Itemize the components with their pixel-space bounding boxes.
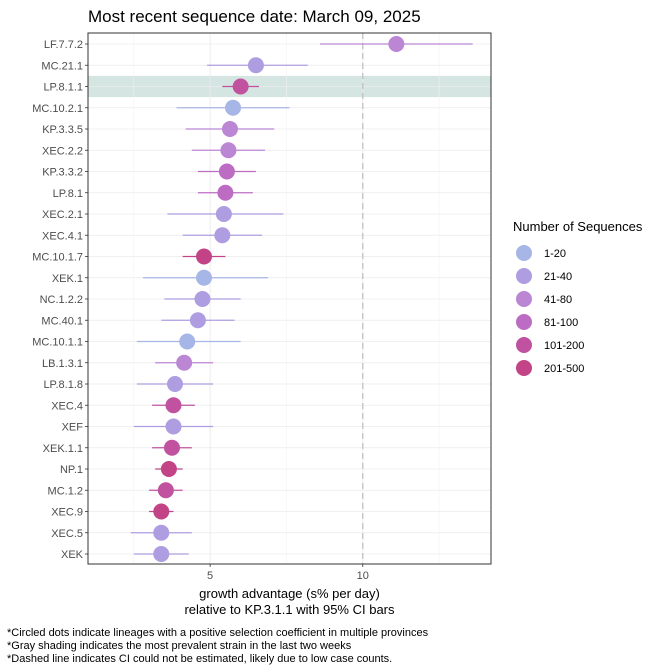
- y-tick-label: LP.8.1.1: [43, 82, 83, 94]
- data-point: [189, 312, 206, 329]
- y-tick-label: NC.1.2.2: [40, 294, 83, 306]
- data-point: [247, 57, 264, 74]
- y-tick-label: XEC.2.1: [42, 209, 83, 221]
- y-tick-label: XEC.2.2: [42, 145, 83, 157]
- legend-label: 21-40: [544, 271, 572, 283]
- data-point: [153, 546, 170, 562]
- x-tick-label: 10: [357, 570, 369, 582]
- data-point: [217, 184, 234, 201]
- data-point: [221, 121, 238, 137]
- plot-panel-border: [87, 32, 492, 565]
- data-point: [163, 439, 180, 456]
- y-axis: LF.7.7.2 MC.21.1 LP.8.1.1 MC.10.2.1 KP.3.3.5…: [32, 39, 88, 561]
- data-point: [167, 376, 184, 392]
- legend-label: 101-200: [544, 340, 584, 352]
- data-point: [153, 524, 170, 541]
- y-tick-label: MC.40.1: [41, 315, 83, 327]
- y-tick-label: LF.7.7.2: [44, 39, 83, 51]
- points-layer: [153, 36, 405, 562]
- chart-title: Most recent sequence date: March 09, 202…: [88, 7, 421, 26]
- data-point: [214, 227, 231, 244]
- legend-swatch: [516, 337, 532, 353]
- legend-label: 81-100: [544, 317, 578, 329]
- x-axis-label-line2: relative to KP.3.1.1 with 95% CI bars: [184, 602, 395, 617]
- y-tick-label: XEC.9: [51, 507, 83, 519]
- data-point: [160, 461, 177, 477]
- y-tick-label: LP.8.1.8: [43, 379, 83, 391]
- y-tick-label: XEK: [61, 549, 84, 561]
- y-tick-label: KP.3.3.5: [42, 124, 83, 136]
- legend-label: 1-20: [544, 248, 566, 260]
- legend-swatch: [516, 291, 532, 307]
- data-point: [388, 36, 405, 52]
- y-tick-label: LP.8.1: [53, 188, 83, 200]
- legend-swatch: [516, 268, 532, 284]
- y-tick-label: LB.1.3.1: [42, 358, 83, 370]
- x-tick-label: 5: [207, 570, 213, 582]
- data-point: [196, 248, 213, 265]
- footnote-1: *Circled dots indicate lineages with a p…: [7, 627, 429, 639]
- data-point: [157, 482, 174, 499]
- legend-label: 41-80: [544, 294, 572, 306]
- legend-swatch: [516, 314, 532, 330]
- y-tick-label: MC.21.1: [41, 60, 83, 72]
- data-point: [176, 354, 193, 371]
- y-tick-label: KP.3.3.2: [42, 167, 83, 179]
- legend-swatch: [516, 245, 532, 261]
- data-point: [165, 397, 182, 414]
- y-tick-label: XEF: [62, 422, 84, 434]
- data-point: [218, 163, 235, 180]
- legend-swatch: [516, 360, 532, 376]
- data-point: [165, 418, 182, 435]
- y-tick-label: XEK.1: [52, 273, 83, 285]
- y-tick-label: MC.10.2.1: [32, 103, 83, 115]
- y-tick-label: XEC.4: [51, 400, 83, 412]
- x-axis-label-line1: growth advantage (s% per day): [199, 586, 380, 601]
- x-axis: 5 10: [207, 564, 369, 582]
- y-tick-label: MC.10.1.1: [32, 337, 83, 349]
- y-tick-label: MC.10.1.7: [32, 252, 83, 264]
- y-tick-label: NP.1: [60, 464, 83, 476]
- data-point: [225, 99, 242, 116]
- data-point: [220, 142, 237, 159]
- y-tick-label: XEK.1.1: [43, 443, 83, 455]
- data-point: [179, 333, 196, 350]
- footnote-2: *Gray shading indicates the most prevale…: [7, 640, 352, 652]
- legend: 1-20 21-40 41-80 81-100 101-200 201-500: [516, 245, 584, 376]
- data-point: [196, 269, 213, 286]
- y-tick-label: MC.1.2: [48, 485, 83, 497]
- y-tick-label: XEC.5: [51, 528, 83, 540]
- legend-title: Number of Sequences: [513, 219, 643, 234]
- footnote-3: *Dashed line indicates CI could not be e…: [7, 653, 392, 665]
- plot-panel-background: [88, 33, 491, 564]
- data-point: [194, 291, 211, 307]
- y-tick-label: XEC.4.1: [42, 230, 83, 242]
- data-point: [153, 503, 170, 520]
- data-point: [215, 206, 232, 222]
- data-point: [232, 78, 249, 95]
- legend-label: 201-500: [544, 363, 584, 375]
